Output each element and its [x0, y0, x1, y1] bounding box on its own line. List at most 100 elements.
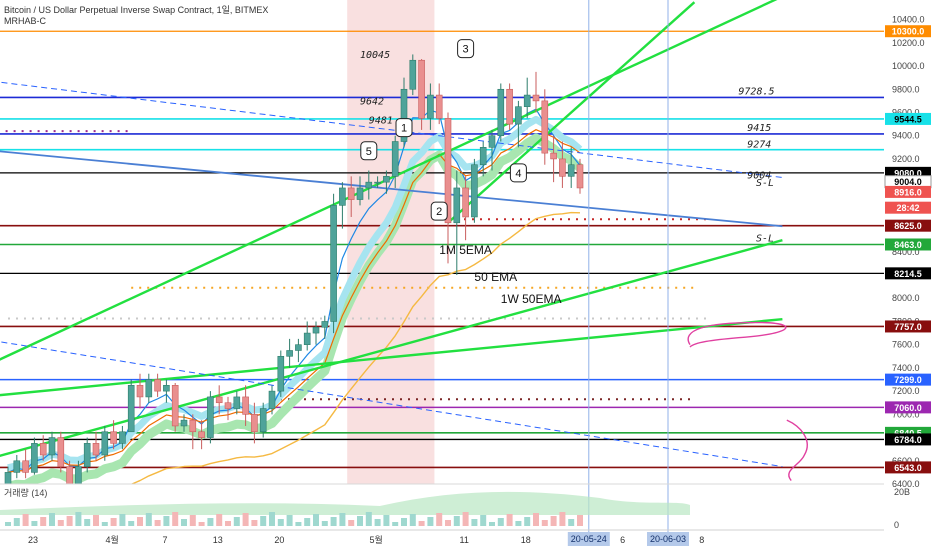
candle [576, 158, 584, 194]
volume-bar [101, 522, 108, 526]
candle-body [356, 187, 364, 200]
candle-body [312, 326, 320, 334]
wave-box [457, 39, 475, 59]
ema-slow-line [7, 129, 581, 473]
volume-bar [357, 516, 363, 526]
candle [171, 382, 179, 432]
candle-body [453, 187, 461, 224]
price-tick: 7200.0 [892, 386, 920, 396]
ema-50-line [130, 211, 581, 484]
candle-body [242, 396, 249, 415]
price-tick: 6600.0 [892, 456, 920, 466]
level-annotation: S-L [756, 233, 774, 244]
volume-bar [269, 512, 275, 526]
candle-body [101, 431, 109, 456]
time-tick: 18 [521, 535, 531, 545]
price-badge-bg [885, 461, 931, 474]
date-badge-bg [567, 532, 610, 546]
candle-body [541, 100, 549, 154]
volume-bar [84, 519, 91, 526]
candle [163, 379, 170, 403]
price-badge-bg [885, 373, 931, 386]
candle-body [198, 431, 205, 438]
time-tick: 7 [162, 535, 167, 545]
candle [136, 373, 144, 409]
volume-bar [225, 521, 231, 526]
line-label: 1M 5EMA [439, 243, 492, 257]
candle [523, 77, 531, 119]
candle [286, 338, 293, 368]
candle-body [295, 344, 302, 351]
candle-body [251, 414, 258, 433]
candle-body [180, 419, 188, 427]
candle [48, 431, 56, 461]
candle-body [400, 88, 408, 142]
time-tick: 11 [460, 535, 469, 545]
candle-body [427, 94, 434, 119]
candle [515, 100, 522, 148]
price-badge-text: 7299.0 [894, 375, 922, 385]
volume-bar [462, 512, 469, 526]
candle-body [523, 94, 531, 107]
volume-bar [471, 519, 478, 526]
candle-body [66, 466, 73, 484]
date-badge: 20-06-03 [647, 532, 689, 546]
candle-body [224, 402, 232, 409]
candle [383, 170, 390, 194]
trendline-green-4 [447, 1, 696, 224]
price-badge: 8463.0 [885, 238, 931, 251]
volume-bar [445, 520, 451, 526]
price-tick: 6400.0 [892, 479, 920, 489]
candle-body [92, 443, 100, 456]
candle-body [31, 443, 38, 473]
candle [57, 431, 65, 473]
volume-bar [374, 519, 381, 526]
candle [127, 379, 135, 433]
volume-label: 거래량 (14) [4, 487, 47, 498]
price-badge-bg [885, 219, 931, 232]
candle-body [207, 396, 214, 438]
candle [259, 402, 267, 438]
time-tick: 20 [274, 535, 284, 545]
price-badge-text: 9004.0 [894, 177, 922, 187]
candle-body [136, 385, 144, 398]
volume-bar [13, 518, 20, 526]
candle [330, 193, 337, 334]
candle [347, 176, 355, 217]
price-badge-text: 9080.0 [894, 168, 922, 178]
volume-bar [57, 520, 64, 526]
volume-bar [119, 514, 126, 526]
trendline-green-1 [0, 0, 778, 361]
candle-body [479, 147, 487, 166]
volume-bar [559, 512, 566, 526]
candle-body [286, 350, 293, 357]
volume-bar [216, 514, 223, 526]
candle-body [383, 176, 390, 183]
price-badge-bg [885, 267, 931, 280]
volume-pane: 거래량 (14) 20B 0 [0, 483, 910, 530]
price-tick: 7000.0 [892, 409, 920, 419]
candle-body [497, 88, 505, 137]
candle [180, 414, 188, 432]
candle-body [48, 437, 56, 456]
time-tick: 23 [28, 535, 38, 545]
candle-body [189, 419, 197, 433]
symbol-title: Bitcoin / US Dollar Perpetual Inverse Sw… [4, 5, 269, 15]
candle [268, 385, 276, 415]
volume-bar [137, 517, 143, 526]
time-tick: 6 [620, 535, 625, 545]
volume-bar [242, 513, 249, 526]
candle-body [347, 187, 355, 200]
volume-bar [515, 521, 522, 526]
candle-body [119, 431, 126, 444]
volume-bar [313, 514, 319, 526]
candle [215, 385, 223, 415]
volume-bar [163, 516, 170, 526]
volume-bar [75, 512, 82, 526]
candle [92, 431, 100, 461]
price-badge: 9544.5 [885, 112, 931, 125]
wave-label: 3 [457, 39, 475, 59]
candle-body [391, 141, 399, 177]
wave-box [430, 201, 448, 221]
